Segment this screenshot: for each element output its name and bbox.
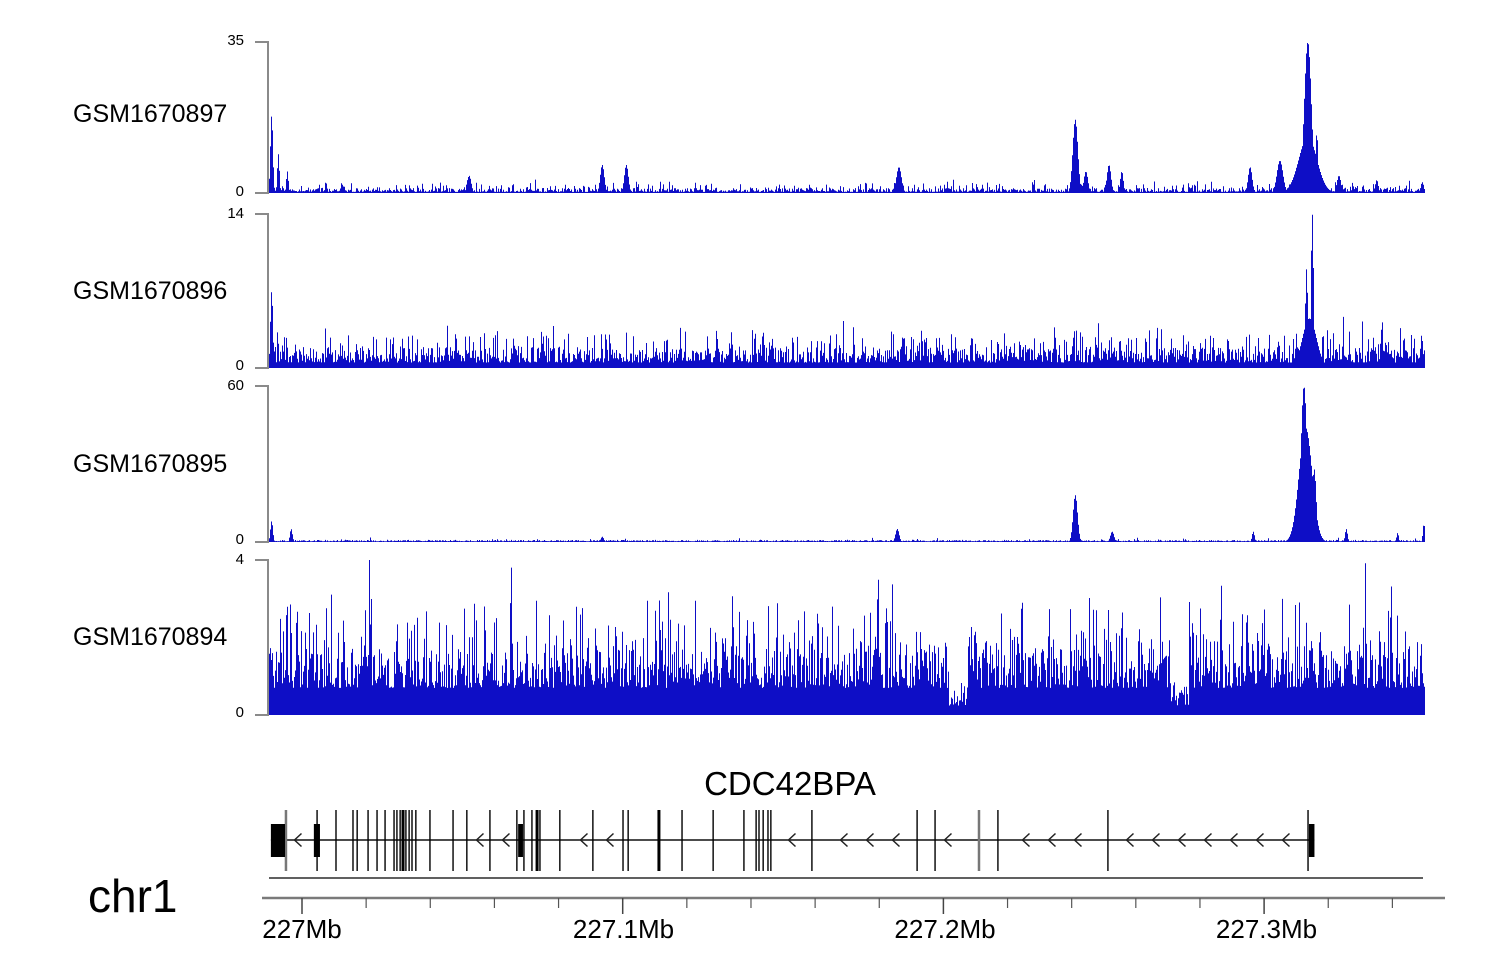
strand-arrow-left-icon (1281, 832, 1291, 848)
track3-ymin-label: 0 (235, 531, 244, 548)
strand-arrow-left-icon (293, 832, 303, 848)
strand-arrow-left-icon (787, 832, 797, 848)
strand-arrow-left-icon (1047, 832, 1057, 848)
signal-track-1 (269, 43, 1425, 193)
strand-arrow-left-icon (1229, 832, 1239, 848)
strand-arrow-left-icon (865, 832, 875, 848)
track2-ymin-label: 0 (235, 357, 244, 374)
gene-name-label: CDC42BPA (704, 765, 876, 802)
axis-tick-label-227-2mb: 227.2Mb (894, 914, 996, 944)
strand-arrow-left-icon (475, 832, 485, 848)
signal-track-4 (269, 560, 1425, 715)
track-label-1: GSM1670897 (73, 100, 228, 128)
axis-tick-label-227mb: 227Mb (262, 914, 342, 944)
track1-ymax-label: 35 (227, 32, 244, 49)
track4-ymin-label: 0 (235, 704, 244, 721)
strand-arrow-left-icon (1151, 832, 1161, 848)
strand-arrow-left-icon (579, 832, 589, 848)
strand-arrow-left-icon (839, 832, 849, 848)
track4-ymax-label: 4 (235, 551, 244, 568)
exon-box (518, 824, 523, 857)
strand-arrow-left-icon (891, 832, 901, 848)
exon-box (270, 824, 286, 857)
strand-arrow-left-icon (1203, 832, 1213, 848)
chromosome-label: chr1 (88, 870, 178, 922)
strand-arrow-left-icon (1125, 832, 1135, 848)
strand-arrow-left-icon (1255, 832, 1265, 848)
track-label-2: GSM1670896 (73, 277, 228, 305)
strand-arrow-left-icon (1073, 832, 1083, 848)
exon-box (313, 824, 320, 857)
strand-arrow-left-icon (605, 832, 615, 848)
signal-track-3 (269, 387, 1425, 542)
signal-track-2 (269, 214, 1425, 368)
exon-box (1308, 824, 1315, 857)
track3-ymax-label: 60 (227, 377, 244, 394)
track-label-3: GSM1670895 (73, 450, 228, 478)
axis-tick-label-227-3mb: 227.3Mb (1215, 914, 1318, 944)
strand-arrow-left-icon (501, 832, 511, 848)
strand-arrow-left-icon (943, 832, 953, 848)
strand-arrow-left-icon (1177, 832, 1187, 848)
track-label-4: GSM1670894 (73, 623, 228, 651)
track2-ymax-label: 14 (227, 205, 244, 222)
strand-arrow-left-icon (1021, 832, 1031, 848)
track1-ymin-label: 0 (235, 183, 244, 200)
axis-tick-label-227-1mb: 227.1Mb (572, 914, 675, 944)
